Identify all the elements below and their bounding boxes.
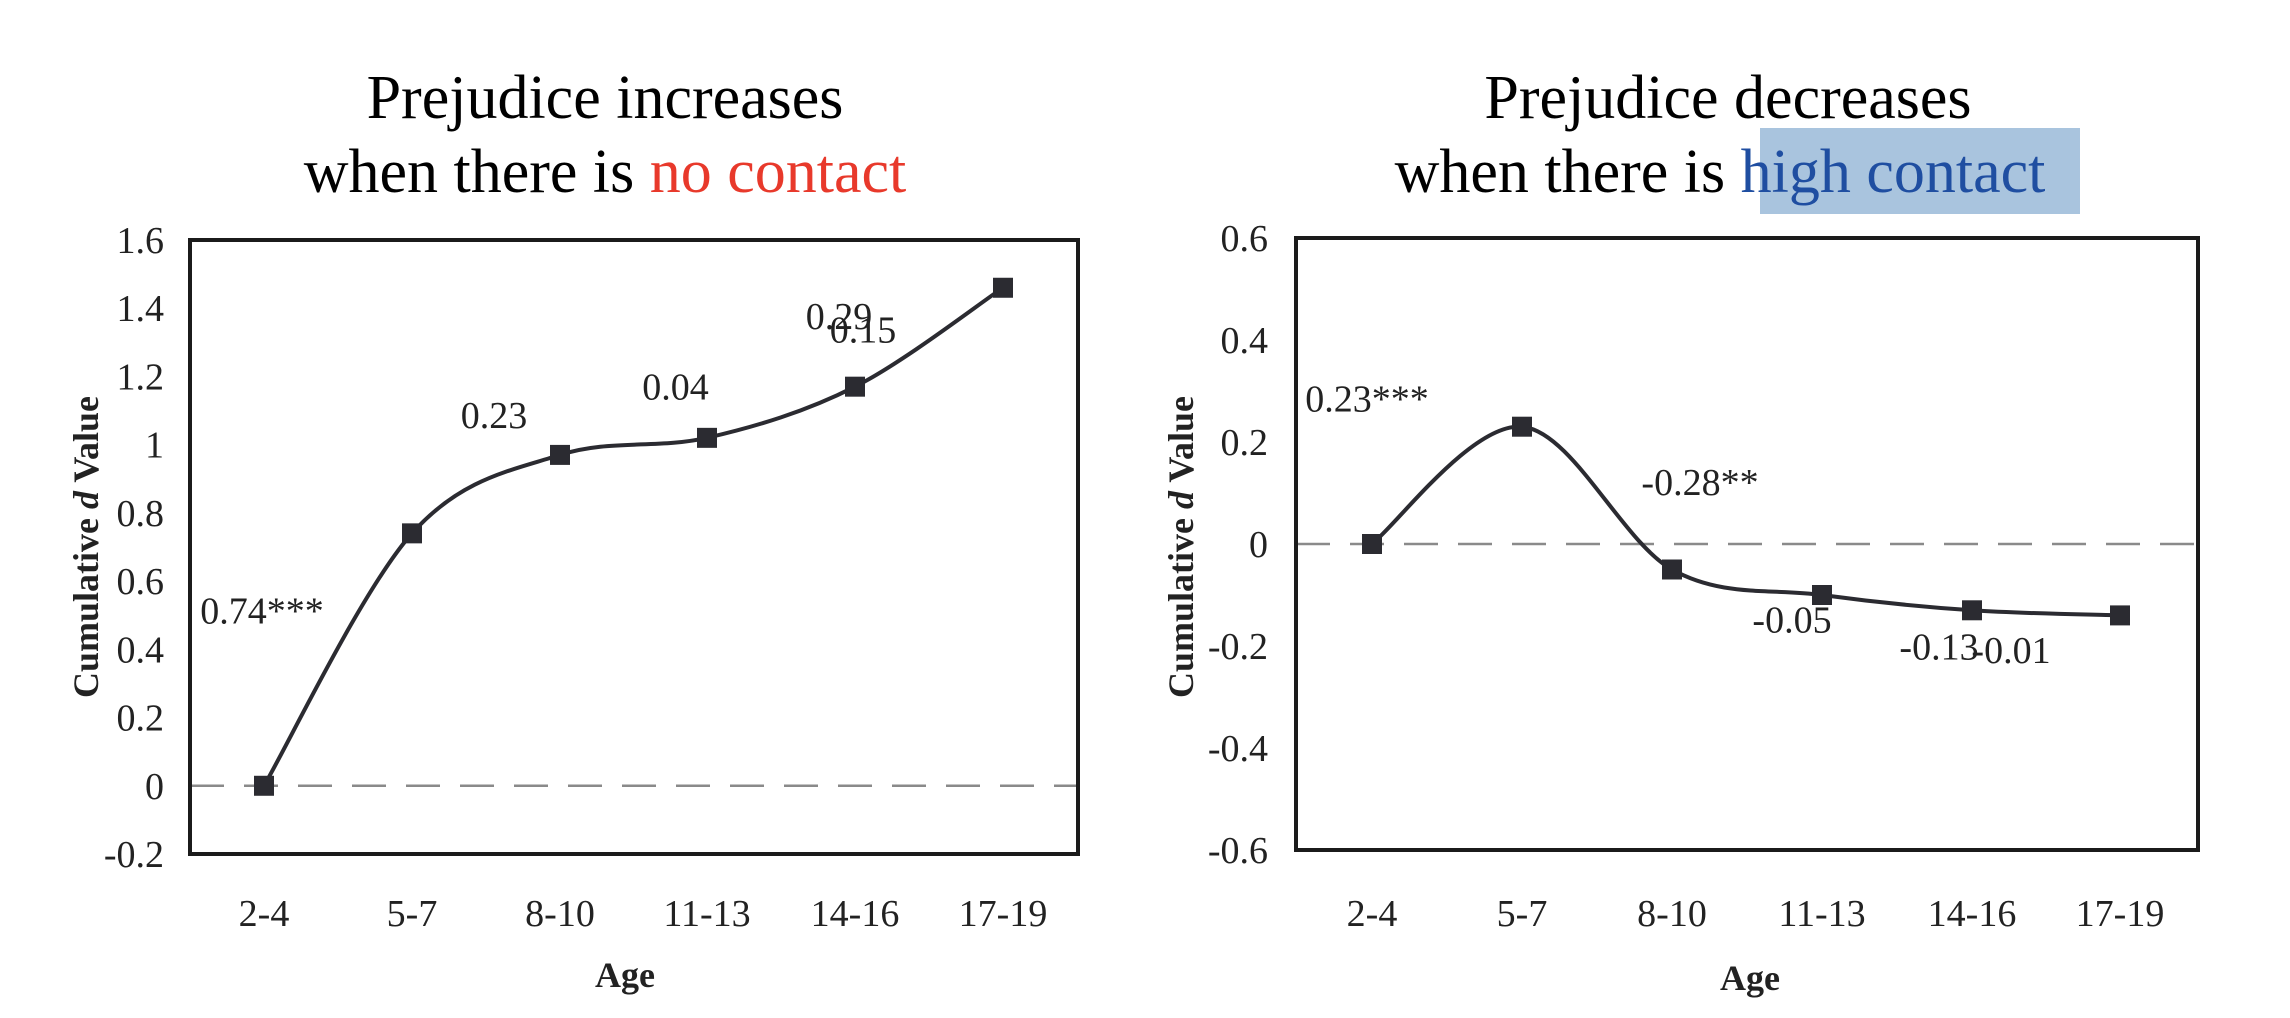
y-tick-label: 1.2 xyxy=(117,356,165,398)
data-point-marker xyxy=(697,427,717,448)
y-tick-label: 1 xyxy=(145,425,164,467)
data-label: -0.13 xyxy=(1899,627,1978,669)
title-highlight xyxy=(1760,128,2080,214)
chart-title-line1: Prejudice decreases xyxy=(1484,64,1971,132)
chart-title-prefix: when there is xyxy=(304,138,650,206)
y-tick-label: 0.8 xyxy=(117,493,165,535)
y-tick-label: 0.4 xyxy=(1221,320,1269,362)
chart-title-line1: Prejudice increases xyxy=(367,64,844,132)
y-tick-label: 0.4 xyxy=(117,629,165,671)
x-tick-label: 17-19 xyxy=(959,893,1048,935)
x-tick-label: 5-7 xyxy=(387,893,438,935)
y-axis-title-italic: d xyxy=(66,490,106,509)
x-tick-label: 2-4 xyxy=(1347,893,1398,935)
y-axis-title-prefix: Cumulative xyxy=(66,509,106,698)
series-line xyxy=(1370,424,2121,618)
y-tick-label: -0.4 xyxy=(1208,728,1268,770)
data-label: 0.04 xyxy=(642,366,709,408)
x-tick-label: 2-4 xyxy=(239,893,290,935)
data-point-marker xyxy=(993,277,1013,298)
y-tick-label: 0 xyxy=(145,766,164,808)
chart-high-contact: Prejudice decreases when there is high c… xyxy=(1161,64,2200,998)
x-tick-label: 11-13 xyxy=(663,893,750,935)
x-tick-label: 8-10 xyxy=(525,893,595,935)
x-tick-label: 14-16 xyxy=(811,893,900,935)
y-axis-ticks: 1.6 1.4 1.2 1 0.8 0.6 0.4 0.2 0 -0.2 xyxy=(104,220,164,876)
data-label: -0.05 xyxy=(1752,599,1831,641)
data-point-marker xyxy=(550,444,570,465)
y-axis-title-italic: d xyxy=(1161,490,1201,509)
data-points xyxy=(254,277,1013,796)
x-axis-title: Age xyxy=(595,955,655,995)
x-axis-ticks: 2-4 5-7 8-10 11-13 14-16 17-19 xyxy=(1347,893,2165,935)
x-tick-label: 8-10 xyxy=(1637,893,1707,935)
data-point-marker xyxy=(1962,600,1982,621)
data-label: 0.29 xyxy=(806,296,873,338)
y-tick-label: 0.2 xyxy=(117,698,165,740)
chart-title-line2: when there is high contact xyxy=(1395,138,2046,206)
data-label: -0.28** xyxy=(1641,462,1758,504)
data-label: 0.23 xyxy=(461,395,528,437)
data-label: 0.23*** xyxy=(1305,378,1429,420)
y-tick-label: -0.2 xyxy=(104,834,164,876)
y-axis-title: Cumulative d Value xyxy=(66,396,106,698)
x-axis-title: Age xyxy=(1720,958,1780,998)
data-labels: 0.74*** 0.23 0.04 0.150.29 xyxy=(200,296,896,632)
data-point-marker xyxy=(845,376,865,397)
y-tick-label: 1.6 xyxy=(117,220,165,262)
chart-title-line2: when there is no contact xyxy=(304,138,907,206)
x-axis-ticks: 2-4 5-7 8-10 11-13 14-16 17-19 xyxy=(239,893,1048,935)
chart-title-emphasis: high contact xyxy=(1741,138,2046,206)
data-label: 0.74*** xyxy=(200,591,324,633)
plot-frame xyxy=(1294,236,2200,852)
data-point-marker xyxy=(1662,559,1682,580)
data-label: 0.15 xyxy=(830,309,897,351)
y-tick-label: 0 xyxy=(1249,524,1268,566)
data-point-marker xyxy=(254,775,274,796)
y-axis-title-prefix: Cumulative xyxy=(1161,509,1201,698)
plot-frame xyxy=(188,238,1080,856)
data-label: -0.01 xyxy=(1971,630,2050,672)
x-tick-label: 14-16 xyxy=(1928,893,2017,935)
data-point-marker xyxy=(402,523,422,544)
y-axis-title: Cumulative d Value xyxy=(1161,396,1201,698)
chart-no-contact: Prejudice increases when there is no con… xyxy=(66,64,1080,995)
x-tick-label: 11-13 xyxy=(1778,893,1865,935)
y-tick-label: 0.6 xyxy=(1221,218,1269,260)
y-tick-label: 0.6 xyxy=(117,561,165,603)
y-axis-title-suffix: Value xyxy=(66,396,106,491)
data-point-marker xyxy=(1812,585,1832,605)
data-points xyxy=(1362,416,2130,626)
y-tick-label: -0.2 xyxy=(1208,626,1268,668)
y-tick-label: 0.2 xyxy=(1221,422,1269,464)
data-point-marker xyxy=(1362,534,1382,554)
data-point-marker xyxy=(2110,605,2130,626)
data-point-marker xyxy=(1512,416,1532,437)
data-labels: 0.23*** -0.28** -0.05 -0.13-0.01 xyxy=(1305,378,2050,671)
x-tick-label: 5-7 xyxy=(1497,893,1548,935)
chart-title-prefix: when there is xyxy=(1395,138,1741,206)
y-axis-title-suffix: Value xyxy=(1161,396,1201,491)
chart-title-emphasis: no contact xyxy=(650,138,907,206)
y-tick-label: -0.6 xyxy=(1208,830,1268,872)
series-line xyxy=(262,286,1005,787)
y-tick-label: 1.4 xyxy=(117,288,165,330)
x-tick-label: 17-19 xyxy=(2076,893,2165,935)
y-axis-ticks: 0.6 0.4 0.2 0 -0.2 -0.4 -0.6 xyxy=(1208,218,1268,872)
